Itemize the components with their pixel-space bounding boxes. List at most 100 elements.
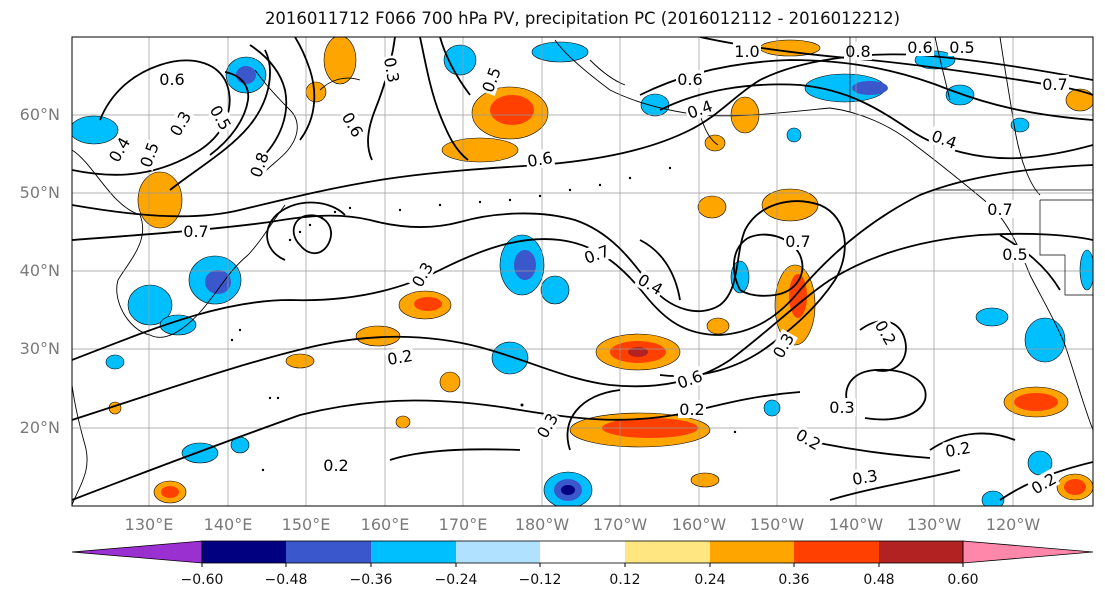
colorbar-segment — [371, 541, 456, 563]
latitude-label: 40°N — [19, 261, 60, 280]
contour-label-background — [338, 107, 368, 142]
precipitation-shading — [72, 37, 1093, 506]
longitude-label: 130°E — [124, 515, 174, 534]
longitude-label: 130°W — [906, 515, 962, 534]
colorbar-tick-label: −0.12 — [518, 572, 562, 588]
contour-label: 0.2 — [679, 400, 704, 419]
colorbar-tick-label: 0.12 — [609, 572, 641, 588]
contour-label: 0.8 — [845, 42, 870, 61]
contour-label: 0.6 — [907, 38, 932, 57]
contour-label-background — [135, 138, 163, 171]
contour-label-background — [928, 125, 961, 153]
contour-label-background — [768, 328, 798, 363]
map-title: 2016011712 F066 700 hPa PV, precipitatio… — [264, 9, 901, 28]
longitude-label: 170°E — [438, 515, 488, 534]
contour-label: 0.3 — [851, 466, 879, 489]
colorbar-segment — [286, 541, 371, 563]
latitude-label: 50°N — [19, 183, 60, 202]
contour-labels: 0.60.30.4 0.50.50.80.70.3 0.50.61.0 0.8 0.6 0… — [104, 38, 1069, 498]
contour-label-background — [784, 232, 812, 250]
contour-label-background — [384, 345, 416, 369]
contour-label-background — [676, 70, 704, 88]
longitude-label: 170°W — [592, 515, 648, 534]
contour-label-background — [791, 424, 826, 454]
contour-label-background — [673, 365, 706, 393]
contour-label: 0.5 — [1002, 245, 1027, 264]
longitude-label: 180°W — [514, 515, 570, 534]
colorbar-tick-label: 0.36 — [778, 572, 810, 588]
colorbar-segment — [625, 541, 710, 563]
contour-label-background — [380, 54, 404, 86]
longitude-label: 150°E — [281, 515, 331, 534]
contour-label-background — [828, 398, 856, 416]
contour-label-background — [580, 240, 613, 268]
map-gridlines — [72, 37, 1093, 506]
contour-label: 0.6 — [526, 148, 554, 171]
colorbar-extend-min — [71, 540, 203, 564]
longitude-label: 120°W — [985, 515, 1041, 534]
contour-label-background — [844, 42, 872, 60]
contour-label: 1.0 — [734, 42, 759, 61]
contour-label-background — [1026, 468, 1061, 498]
colorbar-segment — [456, 541, 540, 563]
longitude-label: 160°E — [360, 515, 410, 534]
contour-label-background — [849, 465, 881, 489]
colorbar-outline — [201, 540, 964, 564]
contour-label: 0.6 — [159, 70, 184, 89]
contour-label-background — [245, 148, 273, 181]
contour-label-background — [104, 132, 134, 167]
latitude-label: 20°N — [19, 418, 60, 437]
colorbar — [71, 540, 1094, 567]
contour-label: 0.7 — [785, 232, 810, 251]
contour-label-background — [407, 257, 437, 292]
contour-label-background — [733, 42, 761, 60]
contour-label-background — [633, 269, 668, 299]
map-plot-area: 0.60.30.4 0.50.50.80.70.3 0.50.61.0 0.8 0.6 0… — [72, 37, 1093, 506]
colorbar-tick-label: −0.48 — [264, 572, 308, 588]
latitude-label: 30°N — [19, 339, 60, 358]
colorbar-tick-label: 0.24 — [694, 572, 726, 588]
contour-label: 0.2 — [944, 438, 972, 461]
longitude-label: 140°W — [828, 515, 884, 534]
longitude-label: 160°W — [671, 515, 727, 534]
contour-label: 0.6 — [677, 70, 702, 89]
contour-label-background — [871, 315, 901, 350]
colorbar-segment — [202, 541, 286, 563]
colorbar-extend-max — [962, 540, 1094, 564]
contour-label-background — [678, 400, 706, 418]
contour-label: 0.2 — [386, 346, 414, 369]
contour-label-background — [158, 70, 186, 88]
latitude-label: 60°N — [19, 105, 60, 124]
contour-label-background — [477, 63, 505, 96]
colorbar-segment — [710, 541, 794, 563]
contour-label-background — [683, 95, 716, 123]
contour-label: 0.3 — [380, 56, 403, 84]
contour-label-background — [524, 147, 556, 171]
contour-label-background — [942, 437, 974, 461]
contour-label-background — [532, 408, 562, 443]
map-frame — [71, 36, 1094, 507]
colorbar-tick-label: −0.24 — [434, 572, 478, 588]
contour-label: 0.2 — [323, 456, 348, 475]
contour-label-background — [1001, 245, 1029, 263]
colorbar-tick-label: −0.36 — [349, 572, 393, 588]
colorbar-tick-label: −0.60 — [180, 572, 224, 588]
contour-label: 0.7 — [1042, 75, 1067, 94]
country-borders — [849, 37, 1093, 296]
contour-label: 0.3 — [829, 398, 854, 417]
contour-label: 0.7 — [183, 222, 208, 241]
colorbar-tick-label: 0.60 — [947, 572, 979, 588]
contour-label-background — [1041, 75, 1069, 93]
contour-label-background — [906, 38, 934, 56]
colorbar-tick-label: 0.48 — [863, 572, 895, 588]
contour-label-background — [206, 100, 236, 135]
coastlines — [72, 37, 1093, 506]
colorbar-segment — [879, 541, 963, 563]
longitude-label: 140°E — [203, 515, 253, 534]
longitude-label: 150°W — [749, 515, 805, 534]
contour-label-background — [948, 38, 976, 56]
contour-label-background — [986, 200, 1014, 218]
contour-label-background — [182, 222, 210, 240]
contour-label-background — [165, 106, 195, 141]
